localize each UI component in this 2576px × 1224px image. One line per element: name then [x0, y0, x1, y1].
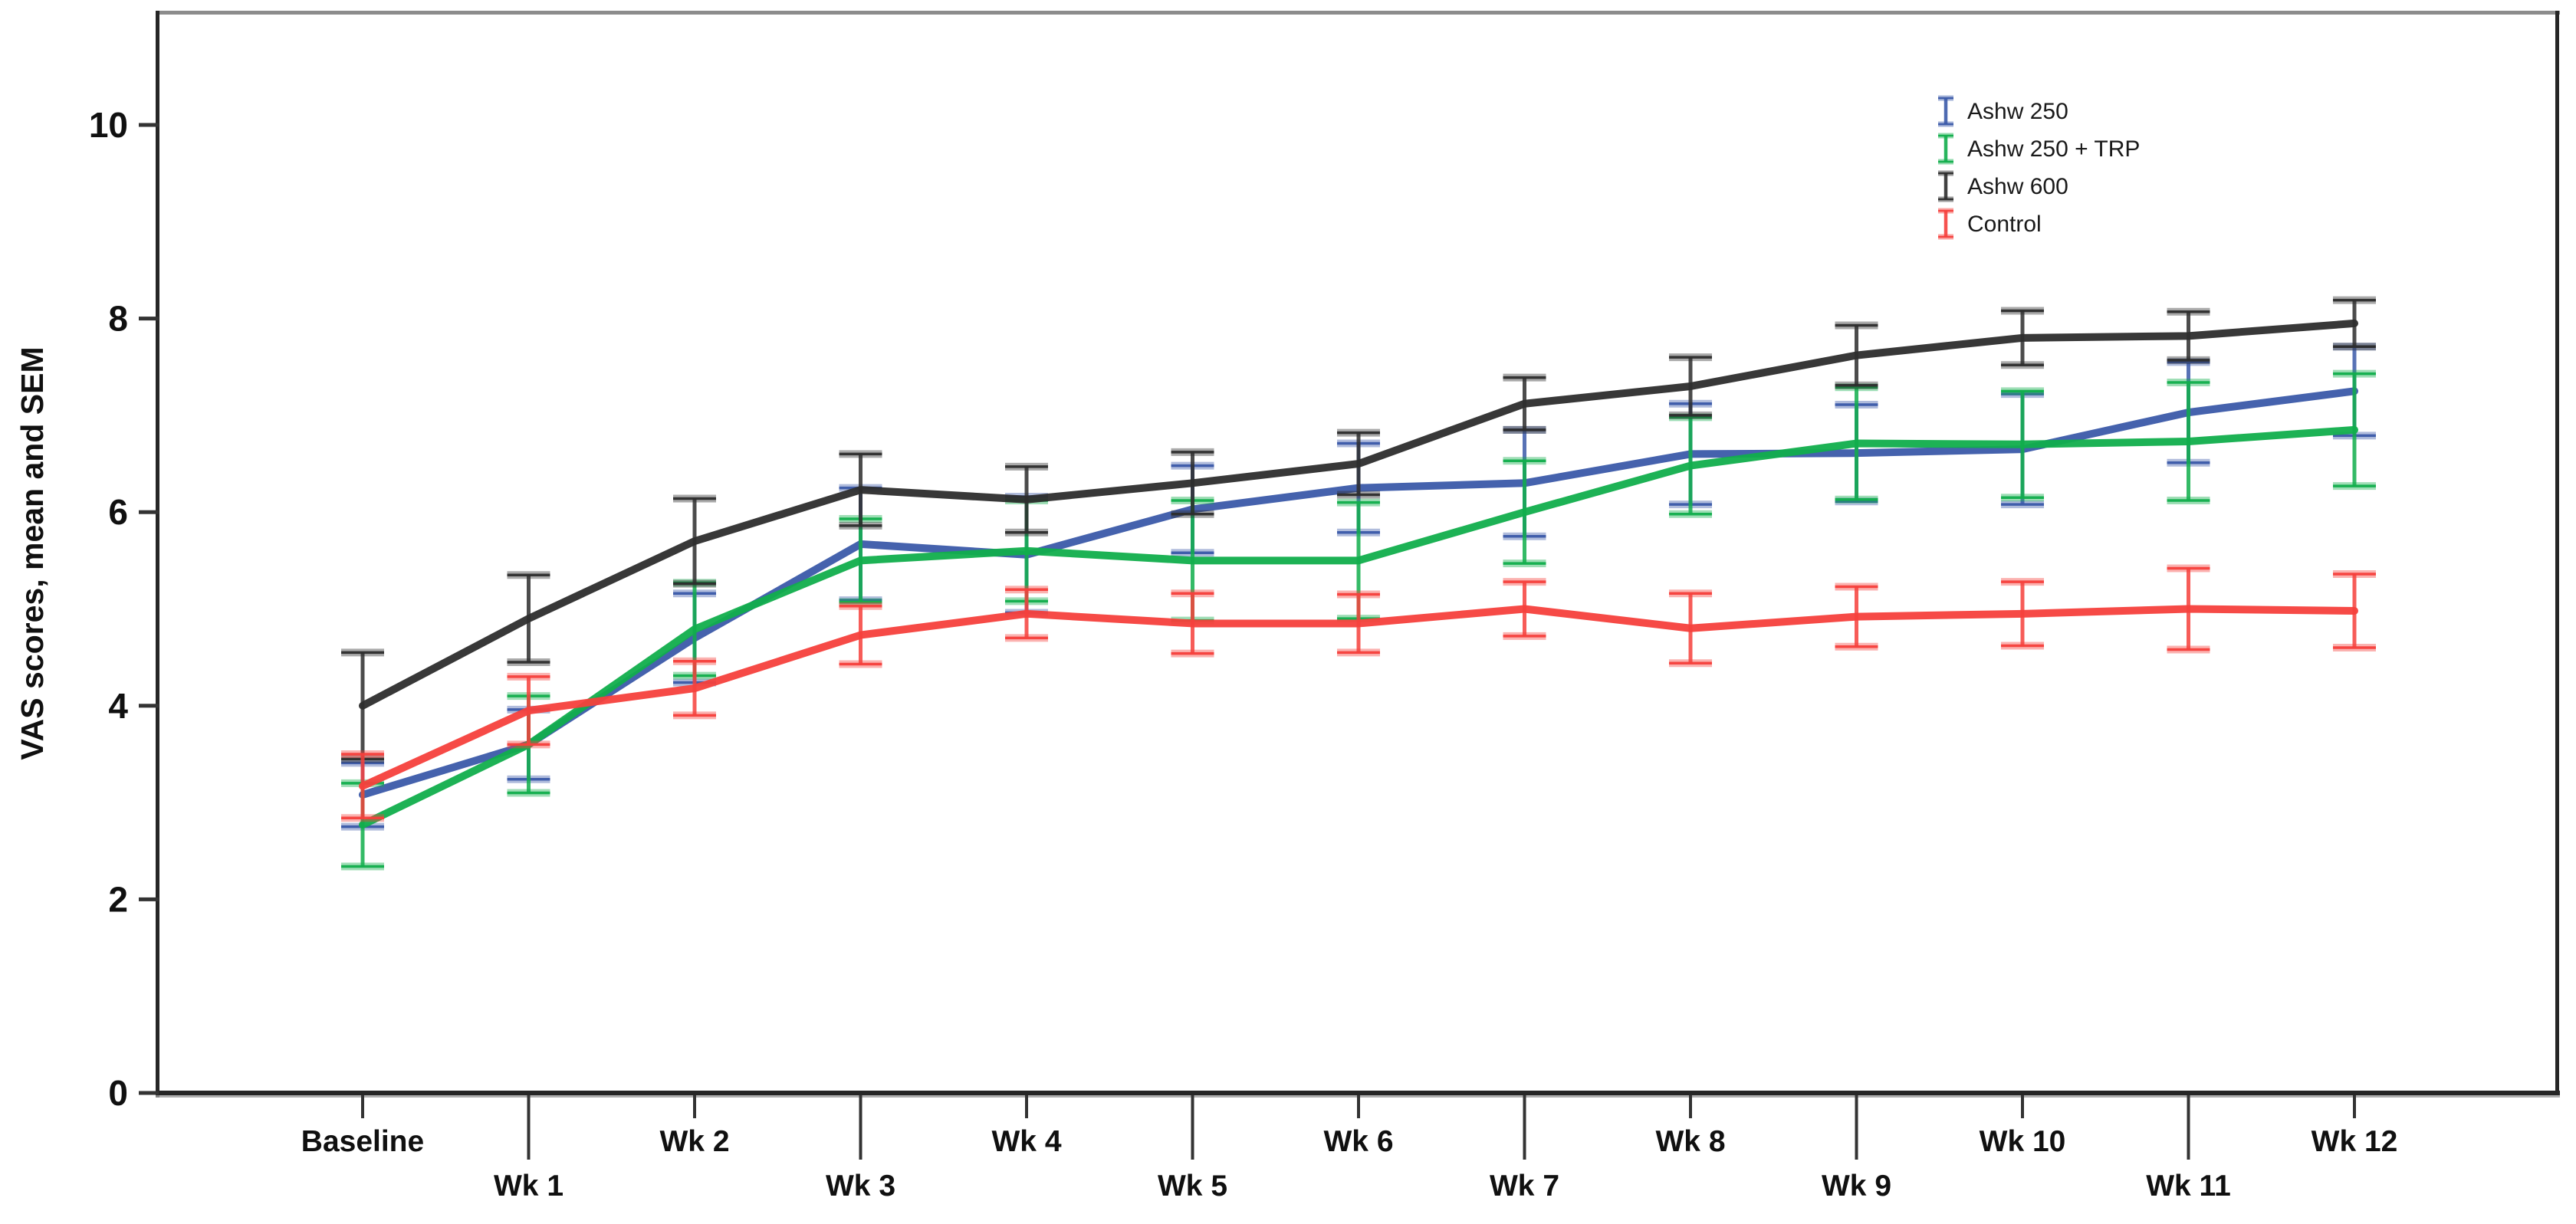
error-bar: [2333, 296, 2376, 351]
x-tick-mark: [1855, 1095, 1858, 1160]
legend-item-ashw-250-trp: Ashw 250 + TRP: [1938, 133, 2140, 165]
frame-right-border: [2555, 11, 2559, 1094]
legend-label: Ashw 250 + TRP: [1967, 136, 2140, 162]
x-tick-mark: [1689, 1095, 1692, 1118]
x-tick-mark: [2187, 1095, 2190, 1160]
x-tick-mark: [1357, 1095, 1360, 1118]
x-tick-mark: [693, 1095, 696, 1118]
series-line-control: [359, 605, 2358, 790]
x-tick-mark: [859, 1095, 863, 1160]
y-tick-mark: [139, 1091, 159, 1095]
y-axis: 0 2 4 6 8 10: [89, 105, 159, 1113]
x-tick-mark: [1191, 1095, 1194, 1160]
y-tick-mark: [139, 897, 159, 901]
y-tick-label: 0: [108, 1073, 128, 1113]
error-bar: [1005, 586, 1048, 642]
x-tick-mark: [527, 1095, 531, 1160]
error-bar-marker-icon: [1938, 170, 1953, 202]
y-tick-label: 10: [89, 105, 128, 145]
series-line-ashw-600: [359, 319, 2358, 710]
error-bar-marker-icon: [1938, 208, 1953, 240]
x-tick-label: Baseline: [301, 1125, 424, 1158]
error-bar: [673, 494, 716, 588]
x-tick-label: Wk 7: [1490, 1170, 1559, 1203]
error-bar: [2001, 578, 2044, 650]
y-tick-mark: [139, 123, 159, 127]
error-bars-ashw-600: [341, 296, 2376, 763]
series-ashw-250-trp: [341, 369, 2376, 871]
x-tick-label: Wk 10: [1980, 1125, 2066, 1158]
y-tick-mark: [139, 317, 159, 321]
y-tick-label: 6: [108, 492, 128, 532]
legend-label: Ashw 250: [1967, 99, 2068, 124]
y-tick-label: 8: [108, 299, 128, 339]
error-bar: [1835, 321, 1878, 389]
error-bar: [673, 657, 716, 720]
x-tick-label: Wk 6: [1323, 1125, 1393, 1158]
series-control: [341, 564, 2376, 822]
legend: Ashw 250 Ashw 250 + TRP Ashw 600 Control: [1938, 95, 2140, 240]
y-tick-mark: [139, 510, 159, 514]
x-tick-label: Wk 3: [826, 1170, 895, 1203]
x-tick-label: Wk 11: [2146, 1170, 2231, 1203]
legend-item-ashw-600: Ashw 600: [1938, 170, 2068, 202]
legend-label: Control: [1967, 212, 2042, 237]
error-bar: [1337, 428, 1380, 499]
y-tick-mark: [139, 704, 159, 708]
x-tick-label: Wk 8: [1655, 1125, 1725, 1158]
x-tick-mark: [2021, 1095, 2024, 1118]
error-bars-control: [341, 564, 2376, 822]
error-bar-marker-icon: [1938, 133, 1953, 165]
x-tick-label: Wk 2: [659, 1125, 729, 1158]
legend-label: Ashw 600: [1967, 174, 2068, 199]
series-line-ashw-250-trp: [359, 425, 2358, 829]
legend-item-ashw-250: Ashw 250: [1938, 95, 2068, 127]
error-bar: [1171, 448, 1214, 518]
x-tick-label: Wk 4: [991, 1125, 1061, 1158]
x-tick-label: Wk 1: [494, 1170, 564, 1203]
y-axis-line: [156, 11, 159, 1098]
error-bar: [2167, 307, 2210, 364]
error-bar: [1337, 590, 1380, 657]
series-ashw-600: [341, 296, 2376, 763]
error-bar: [341, 750, 384, 822]
x-tick-mark: [361, 1095, 364, 1118]
x-tick-label: Wk 9: [1822, 1170, 1891, 1203]
error-bar: [839, 450, 882, 530]
y-tick-label: 4: [108, 686, 128, 726]
x-tick-mark: [1523, 1095, 1526, 1160]
x-axis: Baseline Wk 1 Wk 2 Wk 3 Wk 4 Wk 5 Wk 6 Wk 7 Wk 8…: [301, 1095, 2398, 1203]
y-tick-label: 2: [108, 879, 128, 919]
frame-top-border: [156, 11, 2560, 15]
error-bar-marker-icon: [1938, 95, 1953, 127]
x-axis-line: [156, 1091, 2560, 1095]
y-axis-title: VAS scores, mean and SEM: [15, 346, 50, 760]
x-tick-mark: [2353, 1095, 2356, 1118]
legend-item-control: Control: [1938, 208, 2042, 240]
x-tick-label: Wk 5: [1158, 1170, 1227, 1203]
x-tick-label: Wk 12: [2312, 1125, 2398, 1158]
x-tick-mark: [1025, 1095, 1028, 1118]
